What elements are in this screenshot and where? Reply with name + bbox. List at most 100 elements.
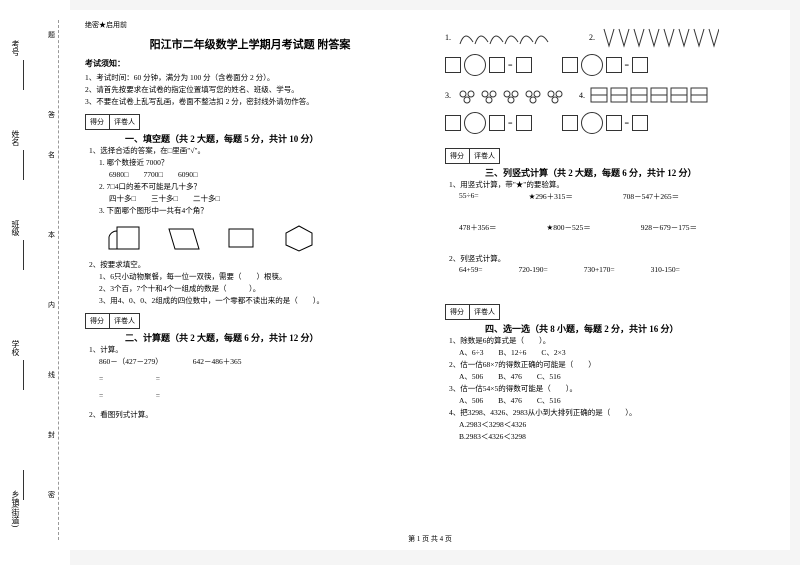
question: 1、除数是6的算式是（ ）。 (449, 335, 775, 347)
question: 2、看图列式计算。 (89, 409, 415, 421)
shape-1 (105, 223, 145, 253)
calc-expr: 64+59= (459, 265, 482, 274)
field-exam-no: 考号 (10, 40, 21, 56)
calc-expr: 928－679－175＝ (641, 222, 697, 233)
question: 3、估一估54×5的得数可能是（ ）。 (449, 383, 775, 395)
sub-question: 3. 下面哪个图形中一共有4个角？ (99, 205, 415, 217)
seal-char: 题 (48, 30, 55, 40)
sub-question: 3、用4、0、0、2组成的四位数中，一个零都不读出来的是（ ）。 (99, 295, 415, 307)
answer-box[interactable] (445, 57, 461, 73)
option: A.2983＜3298＜4326 (459, 419, 775, 431)
pic-num: 3. (445, 91, 451, 100)
question: 2、估一估68×7的得数正确的可能是（ ） (449, 359, 775, 371)
boxes-icon (589, 82, 719, 108)
pic-num: 4. (579, 91, 585, 100)
answer-box[interactable] (489, 57, 505, 73)
seal-char: 名 (48, 150, 55, 160)
notice-item: 3、不要在试卷上乱写乱画，卷面不整洁扣 2 分，密封线外请勿作答。 (85, 96, 415, 108)
score-box: 得分 评卷人 (85, 313, 140, 329)
score-box: 得分 评卷人 (445, 148, 500, 164)
section-title: 一、填空题（共 2 大题，每题 5 分，共计 10 分） (125, 132, 415, 145)
answer-box[interactable] (516, 115, 532, 131)
answer-box[interactable] (632, 57, 648, 73)
score-label: 得分 (446, 149, 470, 163)
seal-char: 内 (48, 300, 55, 310)
line (23, 240, 24, 270)
line (23, 150, 24, 180)
equation-row: = (562, 112, 649, 134)
answer-box[interactable] (445, 115, 461, 131)
op-circle[interactable] (581, 54, 603, 76)
score-box: 得分 评卷人 (445, 304, 500, 320)
field-name: 姓名 (10, 130, 21, 146)
shape-3 (221, 223, 261, 253)
question: 1、用竖式计算，带"★"的要验算。 (449, 179, 775, 191)
options: A、506 B、476 C、516 (459, 395, 775, 407)
pic-num: 1. (445, 33, 451, 42)
answer-box[interactable] (516, 57, 532, 73)
sub-question: 1、6只小动物聚餐，每一位一双筷，需要（ ）根筷。 (99, 271, 415, 283)
question: 2、列竖式计算。 (449, 253, 775, 265)
field-class: 班级 (10, 220, 21, 236)
seal-char: 线 (48, 370, 55, 380)
line (23, 470, 24, 500)
notice-header: 考试须知： (85, 58, 415, 69)
equation-row: = (445, 112, 532, 134)
grader-label: 评卷人 (470, 149, 499, 163)
score-box: 得分 评卷人 (85, 114, 140, 130)
shape-2 (163, 223, 203, 253)
shapes-row (105, 223, 415, 253)
page-footer: 第 1 页 共 4 页 (70, 534, 790, 544)
eq-line: = = (99, 390, 160, 401)
question: 4、把3298、4326、2983从小到大排列正确的是（ ）。 (449, 407, 775, 419)
score-label: 得分 (86, 314, 110, 328)
calc-expr: 642－486＋365 (193, 356, 242, 367)
question: 1、选择合适的答案，在□里画"√"。 (89, 145, 415, 157)
answer-box[interactable] (606, 115, 622, 131)
score-label: 得分 (446, 305, 470, 319)
eq-line: = = (99, 373, 160, 384)
sub-question: 1. 哪个数接近 7000？ (99, 157, 415, 169)
exam-title: 阳江市二年级数学上学期月考试题 附答案 (85, 36, 415, 52)
grader-label: 评卷人 (110, 314, 139, 328)
seal-char: 本 (48, 230, 55, 240)
seal-char: 封 (48, 430, 55, 440)
calc-expr: 55÷6= (459, 191, 479, 202)
score-label: 得分 (86, 115, 110, 129)
calc-expr: 720-190= (518, 265, 547, 274)
op-circle[interactable] (464, 54, 486, 76)
answer-box[interactable] (632, 115, 648, 131)
answer-box[interactable] (489, 115, 505, 131)
op-circle[interactable] (581, 112, 603, 134)
field-school: 学校 (10, 340, 21, 356)
section-title: 二、计算题（共 2 大题，每题 6 分，共计 12 分） (125, 331, 415, 344)
pic-num: 2. (589, 33, 595, 42)
options: 6980□ 7700□ 6090□ (109, 169, 415, 181)
pic-row-2: 3. 4. (445, 82, 775, 108)
grader-label: 评卷人 (110, 115, 139, 129)
line (23, 360, 24, 390)
equation-row: = (445, 54, 532, 76)
grader-label: 评卷人 (470, 305, 499, 319)
answer-box[interactable] (606, 57, 622, 73)
op-circle[interactable] (464, 112, 486, 134)
calc-expr: 860－（427－279） (99, 356, 163, 367)
bananas-icon (455, 24, 565, 50)
options: A、6÷3 B、12÷6 C、2×3 (459, 347, 775, 359)
answer-box[interactable] (562, 115, 578, 131)
options: A、506 B、476 C、516 (459, 371, 775, 383)
sub-question: 2. 7□4口的差不可能是几十多？ (99, 181, 415, 193)
answer-box[interactable] (562, 57, 578, 73)
question: 2、按要求填空。 (89, 259, 415, 271)
notice-item: 1、考试时间：60 分钟，满分为 100 分（含卷面分 2 分）。 (85, 72, 415, 84)
question: 1、计算。 (89, 344, 415, 356)
calc-expr: ★800－525＝ (547, 222, 591, 233)
grapes-icon (455, 82, 565, 108)
equation-row: = (562, 54, 649, 76)
calc-expr: 478＋356＝ (459, 222, 497, 233)
seal-char: 密 (48, 490, 55, 500)
options: 四十多□ 三十多□ 二十多□ (109, 193, 415, 205)
seal-char: 答 (48, 110, 55, 120)
calc-expr: ★296＋315＝ (529, 191, 573, 202)
secret-label: 绝密★启用前 (85, 20, 415, 30)
